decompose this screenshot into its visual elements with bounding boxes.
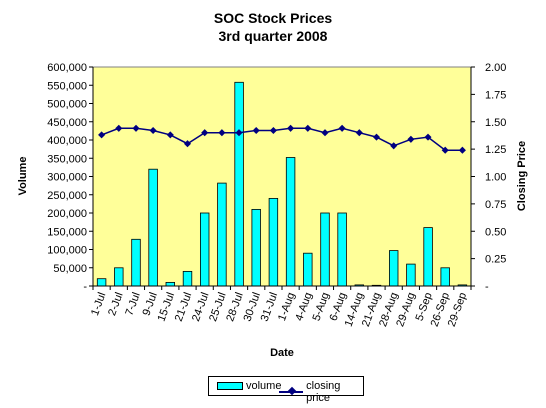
volume-bar — [388, 250, 399, 287]
y-tick-label: 600,000 — [47, 62, 87, 74]
closing-price-point — [252, 126, 260, 135]
volume-bar — [303, 252, 313, 287]
closing-price-point — [183, 140, 192, 148]
closing-price-point — [269, 126, 277, 135]
y-axis-label: Volume — [17, 157, 29, 196]
volume-bar — [234, 81, 244, 287]
closing-price-point — [407, 135, 415, 143]
y-tick-label: 150,000 — [47, 226, 87, 238]
legend-swatch-volume — [217, 382, 243, 390]
y2-tick-label: 1.00 — [485, 172, 506, 184]
volume-bar — [440, 267, 450, 287]
closing-price-point — [235, 129, 243, 137]
y-tick-label: 350,000 — [47, 153, 87, 165]
y-tick-label: 50,000 — [53, 263, 87, 275]
closing-price-point — [441, 146, 449, 154]
y-tick-label: 400,000 — [47, 135, 87, 147]
legend-label-volume: volume — [246, 380, 282, 392]
closing-price-point — [355, 129, 363, 137]
legend-item-closing-price: closing price — [279, 380, 363, 404]
y2-tick-label: - — [485, 281, 489, 293]
closing-price-point — [390, 142, 398, 150]
y-tick-label: 250,000 — [47, 190, 87, 202]
closing-price-point — [149, 126, 157, 135]
y2-tick-label: 0.25 — [485, 254, 506, 266]
closing-price-point — [218, 129, 226, 137]
closing-price-point — [372, 133, 381, 141]
volume-bar — [423, 227, 433, 287]
volume-bar — [406, 263, 416, 287]
legend: volume closing price — [208, 376, 364, 404]
y2-tick-label: 0.50 — [485, 226, 506, 238]
volume-bar — [199, 212, 210, 287]
closing-price-point — [98, 131, 106, 139]
y2-tick-label: 1.50 — [485, 117, 506, 129]
chart-subtitle: 3rd quarter 2008 — [218, 28, 328, 44]
y2-axis-label: Closing Price — [516, 141, 528, 211]
volume-bar — [251, 208, 261, 287]
y2-tick-label: 0.75 — [485, 199, 506, 211]
y-tick-label: 450,000 — [47, 117, 87, 129]
legend-swatch-closing-price — [279, 386, 304, 398]
volume-bar — [148, 168, 158, 287]
volume-bar — [96, 278, 107, 287]
volume-bar — [337, 212, 347, 287]
volume-bar — [182, 270, 193, 287]
closing-price-point — [304, 124, 312, 132]
closing-price-point — [424, 133, 432, 141]
volume-bar — [131, 238, 141, 287]
volume-bar — [320, 212, 330, 287]
closing-price-point — [132, 124, 140, 132]
y2-tick-label: 1.25 — [485, 144, 506, 156]
closing-price-line — [101, 127, 463, 151]
legend-item-volume: volume — [217, 380, 281, 392]
y-tick-label: 200,000 — [47, 208, 87, 220]
closing-price-point — [321, 129, 329, 137]
volume-bar — [268, 197, 279, 287]
y-tick-label: 100,000 — [47, 245, 87, 257]
y-tick-label: - — [83, 281, 87, 293]
volume-bar — [285, 157, 296, 287]
legend-label-closing-price: closing price — [306, 380, 341, 404]
volume-bar — [114, 267, 124, 287]
y2-tick-label: 1.75 — [485, 89, 506, 101]
y2-tick-label: 2.00 — [485, 62, 506, 74]
chart-title: SOC Stock Prices — [213, 10, 333, 26]
volume-bar — [217, 182, 227, 287]
x-axis-label: Date — [270, 347, 294, 359]
closing-price-point — [338, 124, 346, 132]
closing-price-point — [166, 131, 174, 139]
y-tick-label: 500,000 — [47, 99, 87, 111]
y-tick-label: 300,000 — [47, 172, 87, 184]
volume-bar — [165, 281, 176, 287]
closing-price-point — [201, 129, 209, 137]
closing-price-point — [287, 124, 295, 132]
y-tick-label: 550,000 — [47, 80, 87, 92]
closing-price-point — [458, 146, 466, 154]
closing-price-point — [115, 124, 123, 132]
